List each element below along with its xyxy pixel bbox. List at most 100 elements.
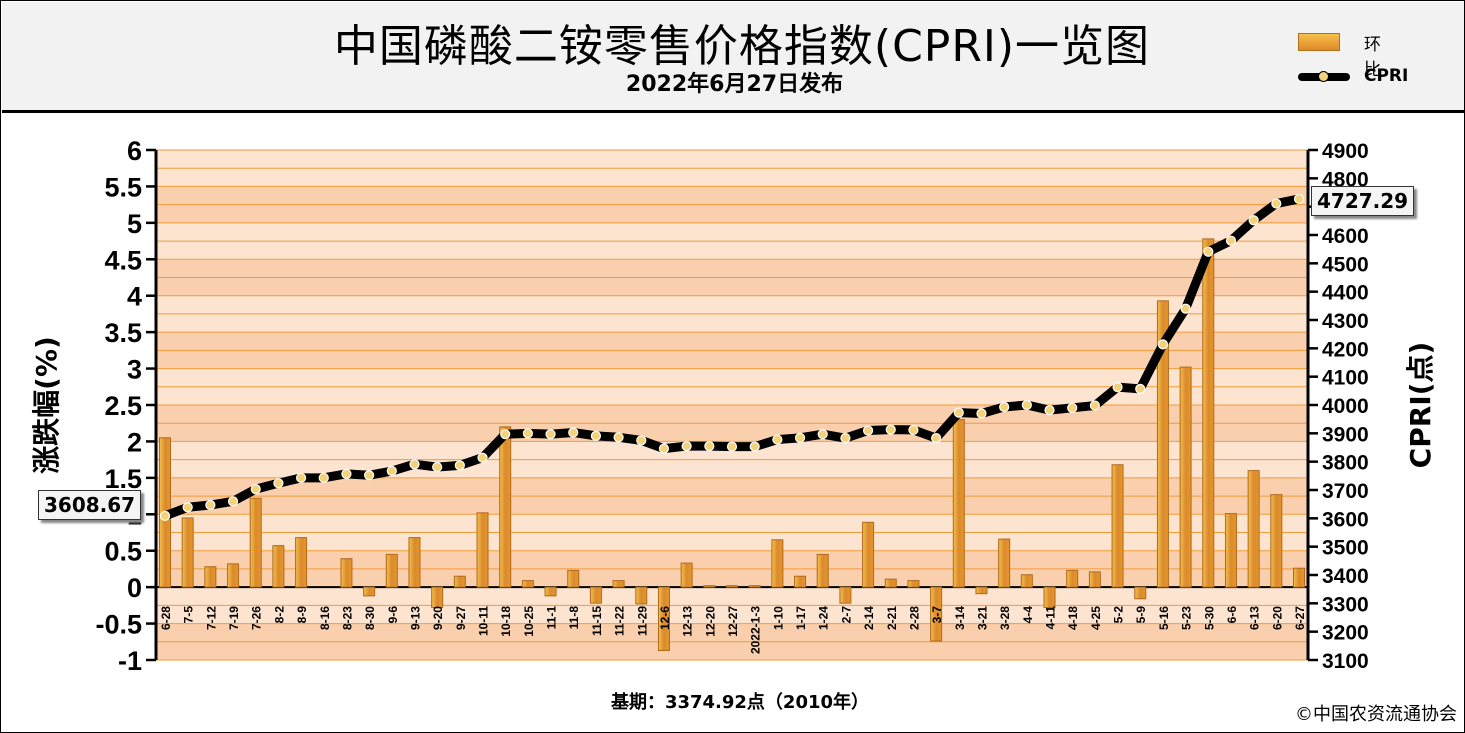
bar xyxy=(1202,238,1215,588)
left-tick-label: 6 xyxy=(127,136,142,166)
copyright-note: ©中国农资流通协会 xyxy=(1295,704,1457,725)
x-tick-label: 9-20 xyxy=(431,606,445,630)
cpri-point xyxy=(500,429,511,440)
cpri-point xyxy=(454,460,465,471)
cpri-point xyxy=(182,502,193,513)
x-tick-label: 3-14 xyxy=(953,606,967,630)
cpri-point xyxy=(1112,382,1123,393)
bar xyxy=(748,585,761,588)
x-tick-label: 2-14 xyxy=(862,606,876,630)
right-tick-label: 3300 xyxy=(1322,593,1369,616)
x-tick-label: 12-6 xyxy=(658,606,672,630)
bar xyxy=(703,585,716,588)
cpri-point xyxy=(341,468,352,479)
end-value-callout: 4727.29 xyxy=(1311,186,1415,216)
cpri-point xyxy=(817,429,828,440)
cpri-point xyxy=(1067,402,1078,413)
cpri-point xyxy=(749,441,760,452)
cpri-point xyxy=(364,470,375,481)
x-tick-label: 3-7 xyxy=(930,606,944,624)
bar xyxy=(1247,470,1260,588)
bar xyxy=(453,575,466,588)
x-tick-label: 9-27 xyxy=(454,606,468,630)
bar xyxy=(227,563,240,588)
x-tick-label: 7-19 xyxy=(227,606,241,630)
cpri-point xyxy=(681,440,692,452)
legend: 环比 CPRI xyxy=(1298,30,1458,100)
x-tick-label: 10-25 xyxy=(522,606,536,637)
cpri-point xyxy=(976,408,987,419)
bar xyxy=(1020,574,1033,588)
cpri-point xyxy=(772,434,783,445)
cpri-point xyxy=(568,427,579,438)
cpri-point xyxy=(862,425,874,436)
x-tick-label: 11-22 xyxy=(613,606,627,636)
x-tick-label: 7-26 xyxy=(250,606,264,630)
x-tick-label: 8-2 xyxy=(272,606,286,624)
bar xyxy=(726,585,738,588)
left-tick-label: -0.5 xyxy=(95,610,142,640)
cpri-point xyxy=(1248,215,1259,226)
right-tick-label: 4100 xyxy=(1322,367,1369,390)
x-tick-label: 9-13 xyxy=(408,606,422,630)
legend-line-label: CPRI xyxy=(1364,66,1409,86)
x-tick-label: 12-27 xyxy=(726,606,740,637)
right-tick-label: 4900 xyxy=(1322,140,1369,163)
legend-bar-swatch xyxy=(1298,33,1340,51)
bar xyxy=(1043,586,1056,609)
left-tick-label: 3.5 xyxy=(104,318,142,348)
x-tick-label: 12-20 xyxy=(703,606,717,637)
bar xyxy=(839,586,852,604)
cpri-point xyxy=(931,433,942,444)
right-tick-label: 4600 xyxy=(1322,225,1369,248)
chart-subtitle: 2022年6月27日发布 xyxy=(625,72,844,97)
cpri-point xyxy=(522,428,533,439)
cpri-point xyxy=(658,443,670,454)
x-tick-label: 1-17 xyxy=(794,606,808,630)
legend-bar-label: 环比 xyxy=(1364,35,1381,80)
cpri-point xyxy=(613,432,624,443)
x-tick-label: 11-29 xyxy=(635,606,649,636)
left-tick-label: 2.5 xyxy=(104,391,142,421)
left-tick-label: -1 xyxy=(118,646,142,676)
bar xyxy=(408,537,421,588)
cpri-point xyxy=(953,407,964,418)
x-tick-label: 1-10 xyxy=(771,606,785,630)
bar xyxy=(816,553,829,588)
cpri-point xyxy=(432,461,443,473)
x-tick-label: 5-2 xyxy=(1112,606,1126,624)
x-tick-label: 4-25 xyxy=(1089,606,1103,630)
right-tick-label: 3200 xyxy=(1322,622,1369,645)
x-tick-label: 11-15 xyxy=(590,606,604,636)
bar xyxy=(544,586,557,597)
bar xyxy=(1270,494,1283,588)
right-axis-title: CPRI(点) xyxy=(1404,342,1437,469)
bar xyxy=(272,545,285,588)
cpri-point xyxy=(318,472,329,483)
bar xyxy=(385,553,398,588)
right-tick-label: 4200 xyxy=(1322,338,1369,361)
right-tick-label: 3900 xyxy=(1322,423,1369,446)
cpri-point xyxy=(1225,235,1237,246)
chart-title: 中国磷酸二铵零售价格指数(CPRI)一览图 xyxy=(333,21,1151,72)
bar xyxy=(794,575,807,588)
x-tick-label: 8-16 xyxy=(318,606,332,630)
x-tick-label: 5-30 xyxy=(1202,606,1216,630)
cpri-point xyxy=(590,430,602,441)
cpri-point xyxy=(273,478,284,489)
bar xyxy=(884,578,897,588)
x-tick-label: 6-28 xyxy=(159,606,173,630)
x-tick-label: 5-16 xyxy=(1157,606,1171,630)
x-tick-label: 4-18 xyxy=(1066,606,1080,630)
x-tick-label: 4-4 xyxy=(1021,606,1035,624)
cpri-point xyxy=(477,452,488,463)
left-tick-label: 4.5 xyxy=(104,245,142,275)
bar xyxy=(612,580,625,588)
bar xyxy=(476,512,489,588)
right-tick-label: 3500 xyxy=(1322,537,1369,560)
right-tick-label: 4400 xyxy=(1322,282,1369,305)
bar xyxy=(862,521,875,588)
bar xyxy=(499,426,512,588)
cpri-point xyxy=(1044,405,1055,416)
